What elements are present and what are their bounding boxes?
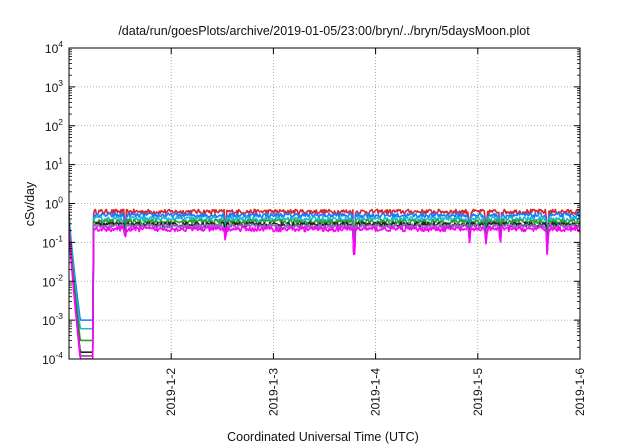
y-tick-label: 103 [45,78,63,95]
x-tick-label: 2019-1-3 [266,368,280,416]
x-axis: 2019-1-2 2019-1-3 2019-1-4 2019-1-5 2019-1-6 [164,48,587,416]
y-tick-label: 10-3 [42,311,63,328]
series-line [69,218,580,342]
x-axis-label: Coordinated Universal Time (UTC) [227,430,419,444]
series-group [69,208,580,359]
y-tick-label: 10-2 [42,272,63,289]
y-tick-label: 102 [45,117,63,134]
series-line [69,212,580,321]
series-line [69,208,580,357]
series-line [69,223,580,357]
y-axis-label: cSv/day [23,181,37,226]
x-tick-label: 2019-1-2 [164,368,178,416]
y-tick-label: 100 [45,195,63,212]
x-tick-label: 2019-1-6 [573,368,587,416]
y-tick-label: 101 [45,156,63,173]
series-line [69,221,580,353]
grid [69,48,580,359]
series-line [69,215,580,330]
y-axis: 10-4 10-3 10-2 10-1 100 101 102 103 104 [42,39,580,367]
y-tick-label: 104 [45,39,63,56]
series-line [69,226,580,359]
chart-title: /data/run/goesPlots/archive/2019-01-05/2… [118,24,530,38]
x-tick-label: 2019-1-5 [471,368,485,416]
y-tick-label: 10-4 [42,350,63,367]
x-tick-label: 2019-1-4 [369,368,383,416]
y-tick-label: 10-1 [42,233,63,250]
